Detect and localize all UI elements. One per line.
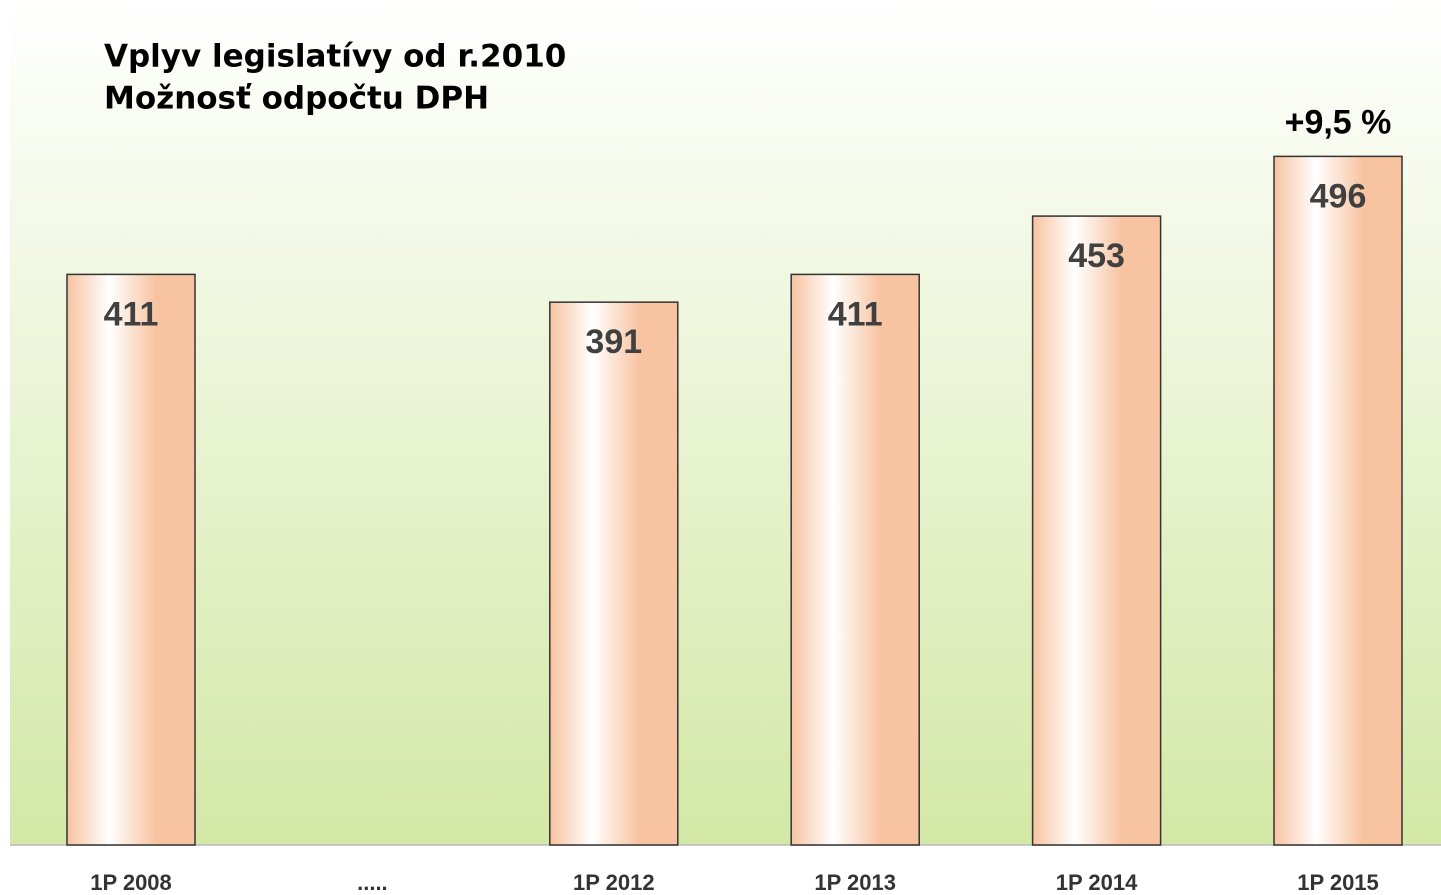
value-label: 411 [104,295,159,333]
x-tick-label: 1P 2015 [1297,870,1379,895]
plot-background [10,0,1441,845]
value-label: 411 [828,295,883,333]
bar [1273,155,1403,846]
annotation: +9,5 % [1285,103,1392,141]
bar [1031,215,1162,846]
value-label: 453 [1068,237,1125,275]
x-tick-label: 1P 2008 [90,870,172,895]
chart-subtitle: Možnosť odpočtu DPH [104,81,489,117]
bar [549,301,679,846]
x-tick-label: ..... [357,870,388,895]
x-tick-label: 1P 2014 [1056,870,1138,895]
x-tick-label: 1P 2012 [573,870,655,895]
x-tick-label: 1P 2013 [814,870,896,895]
bar [66,273,196,846]
value-label: 391 [585,323,642,361]
chart-title: Vplyv legislatívy od r.2010 [104,39,566,75]
bar [790,273,920,846]
value-label: 496 [1310,177,1367,215]
